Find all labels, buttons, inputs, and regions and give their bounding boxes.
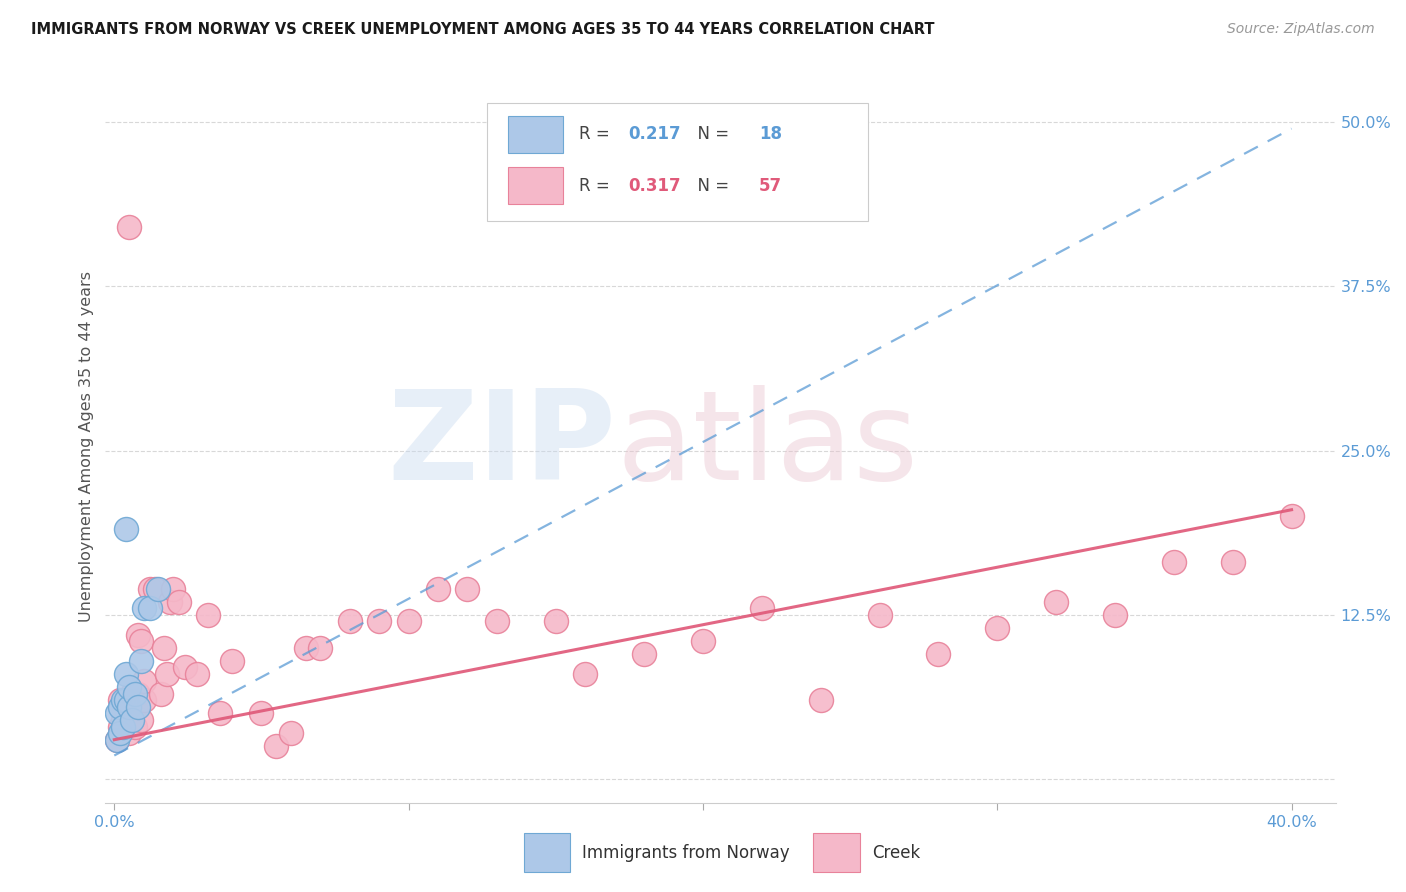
Point	[127, 699, 149, 714]
Point	[1163, 555, 1185, 569]
Point	[156, 667, 179, 681]
Point	[118, 680, 141, 694]
Point	[145, 582, 167, 596]
Point	[986, 621, 1008, 635]
Text: R =: R =	[579, 125, 614, 143]
Point	[121, 713, 143, 727]
Point	[129, 634, 152, 648]
Point	[368, 615, 391, 629]
Text: Source: ZipAtlas.com: Source: ZipAtlas.com	[1227, 22, 1375, 37]
Point	[112, 699, 135, 714]
Text: R =: R =	[579, 177, 614, 194]
Point	[112, 693, 135, 707]
Point	[485, 615, 508, 629]
Point	[132, 693, 155, 707]
Text: atlas: atlas	[616, 385, 918, 507]
Point	[121, 687, 143, 701]
Point	[1222, 555, 1244, 569]
Point	[118, 726, 141, 740]
Point	[105, 706, 128, 721]
Point	[118, 699, 141, 714]
Point	[127, 627, 149, 641]
Point	[148, 582, 170, 596]
Text: Creek: Creek	[872, 844, 920, 862]
Point	[121, 713, 143, 727]
Point	[1281, 509, 1303, 524]
Point	[162, 582, 184, 596]
FancyBboxPatch shape	[813, 833, 859, 872]
Point	[197, 607, 219, 622]
Point	[633, 648, 655, 662]
Text: N =: N =	[688, 125, 735, 143]
Point	[124, 720, 146, 734]
Point	[115, 523, 138, 537]
Point	[108, 726, 131, 740]
Point	[118, 693, 141, 707]
FancyBboxPatch shape	[508, 116, 564, 153]
Point	[186, 667, 208, 681]
Point	[544, 615, 567, 629]
Text: IMMIGRANTS FROM NORWAY VS CREEK UNEMPLOYMENT AMONG AGES 35 TO 44 YEARS CORRELATI: IMMIGRANTS FROM NORWAY VS CREEK UNEMPLOY…	[31, 22, 935, 37]
FancyBboxPatch shape	[508, 167, 564, 204]
Text: Immigrants from Norway: Immigrants from Norway	[582, 844, 789, 862]
Point	[174, 660, 197, 674]
Point	[869, 607, 891, 622]
Text: 57: 57	[759, 177, 782, 194]
Point	[115, 706, 138, 721]
Point	[150, 687, 173, 701]
Point	[250, 706, 273, 721]
Point	[221, 654, 243, 668]
Point	[159, 595, 181, 609]
Point	[810, 693, 832, 707]
FancyBboxPatch shape	[524, 833, 571, 872]
Point	[124, 699, 146, 714]
Point	[132, 601, 155, 615]
Point	[1045, 595, 1067, 609]
Text: 18: 18	[759, 125, 782, 143]
Y-axis label: Unemployment Among Ages 35 to 44 years: Unemployment Among Ages 35 to 44 years	[79, 270, 94, 622]
Point	[127, 687, 149, 701]
Point	[124, 687, 146, 701]
Point	[398, 615, 420, 629]
Point	[692, 634, 714, 648]
Point	[294, 640, 316, 655]
Point	[751, 601, 773, 615]
Point	[574, 667, 596, 681]
Point	[118, 220, 141, 235]
Text: 0.317: 0.317	[628, 177, 681, 194]
Point	[132, 673, 155, 688]
Point	[456, 582, 478, 596]
Point	[112, 713, 135, 727]
Point	[153, 640, 176, 655]
Point	[115, 667, 138, 681]
Text: N =: N =	[688, 177, 735, 194]
Point	[112, 720, 135, 734]
Point	[138, 582, 160, 596]
Point	[108, 693, 131, 707]
Point	[108, 720, 131, 734]
Point	[129, 713, 152, 727]
Point	[129, 654, 152, 668]
Point	[209, 706, 232, 721]
Point	[280, 726, 302, 740]
Point	[108, 699, 131, 714]
Point	[927, 648, 949, 662]
Text: 0.217: 0.217	[628, 125, 681, 143]
Text: ZIP: ZIP	[387, 385, 616, 507]
Point	[264, 739, 287, 754]
FancyBboxPatch shape	[486, 103, 869, 221]
Point	[105, 732, 128, 747]
Point	[105, 732, 128, 747]
Point	[115, 693, 138, 707]
Point	[138, 601, 160, 615]
Point	[309, 640, 332, 655]
Point	[167, 595, 190, 609]
Point	[1104, 607, 1126, 622]
Point	[427, 582, 450, 596]
Point	[339, 615, 361, 629]
